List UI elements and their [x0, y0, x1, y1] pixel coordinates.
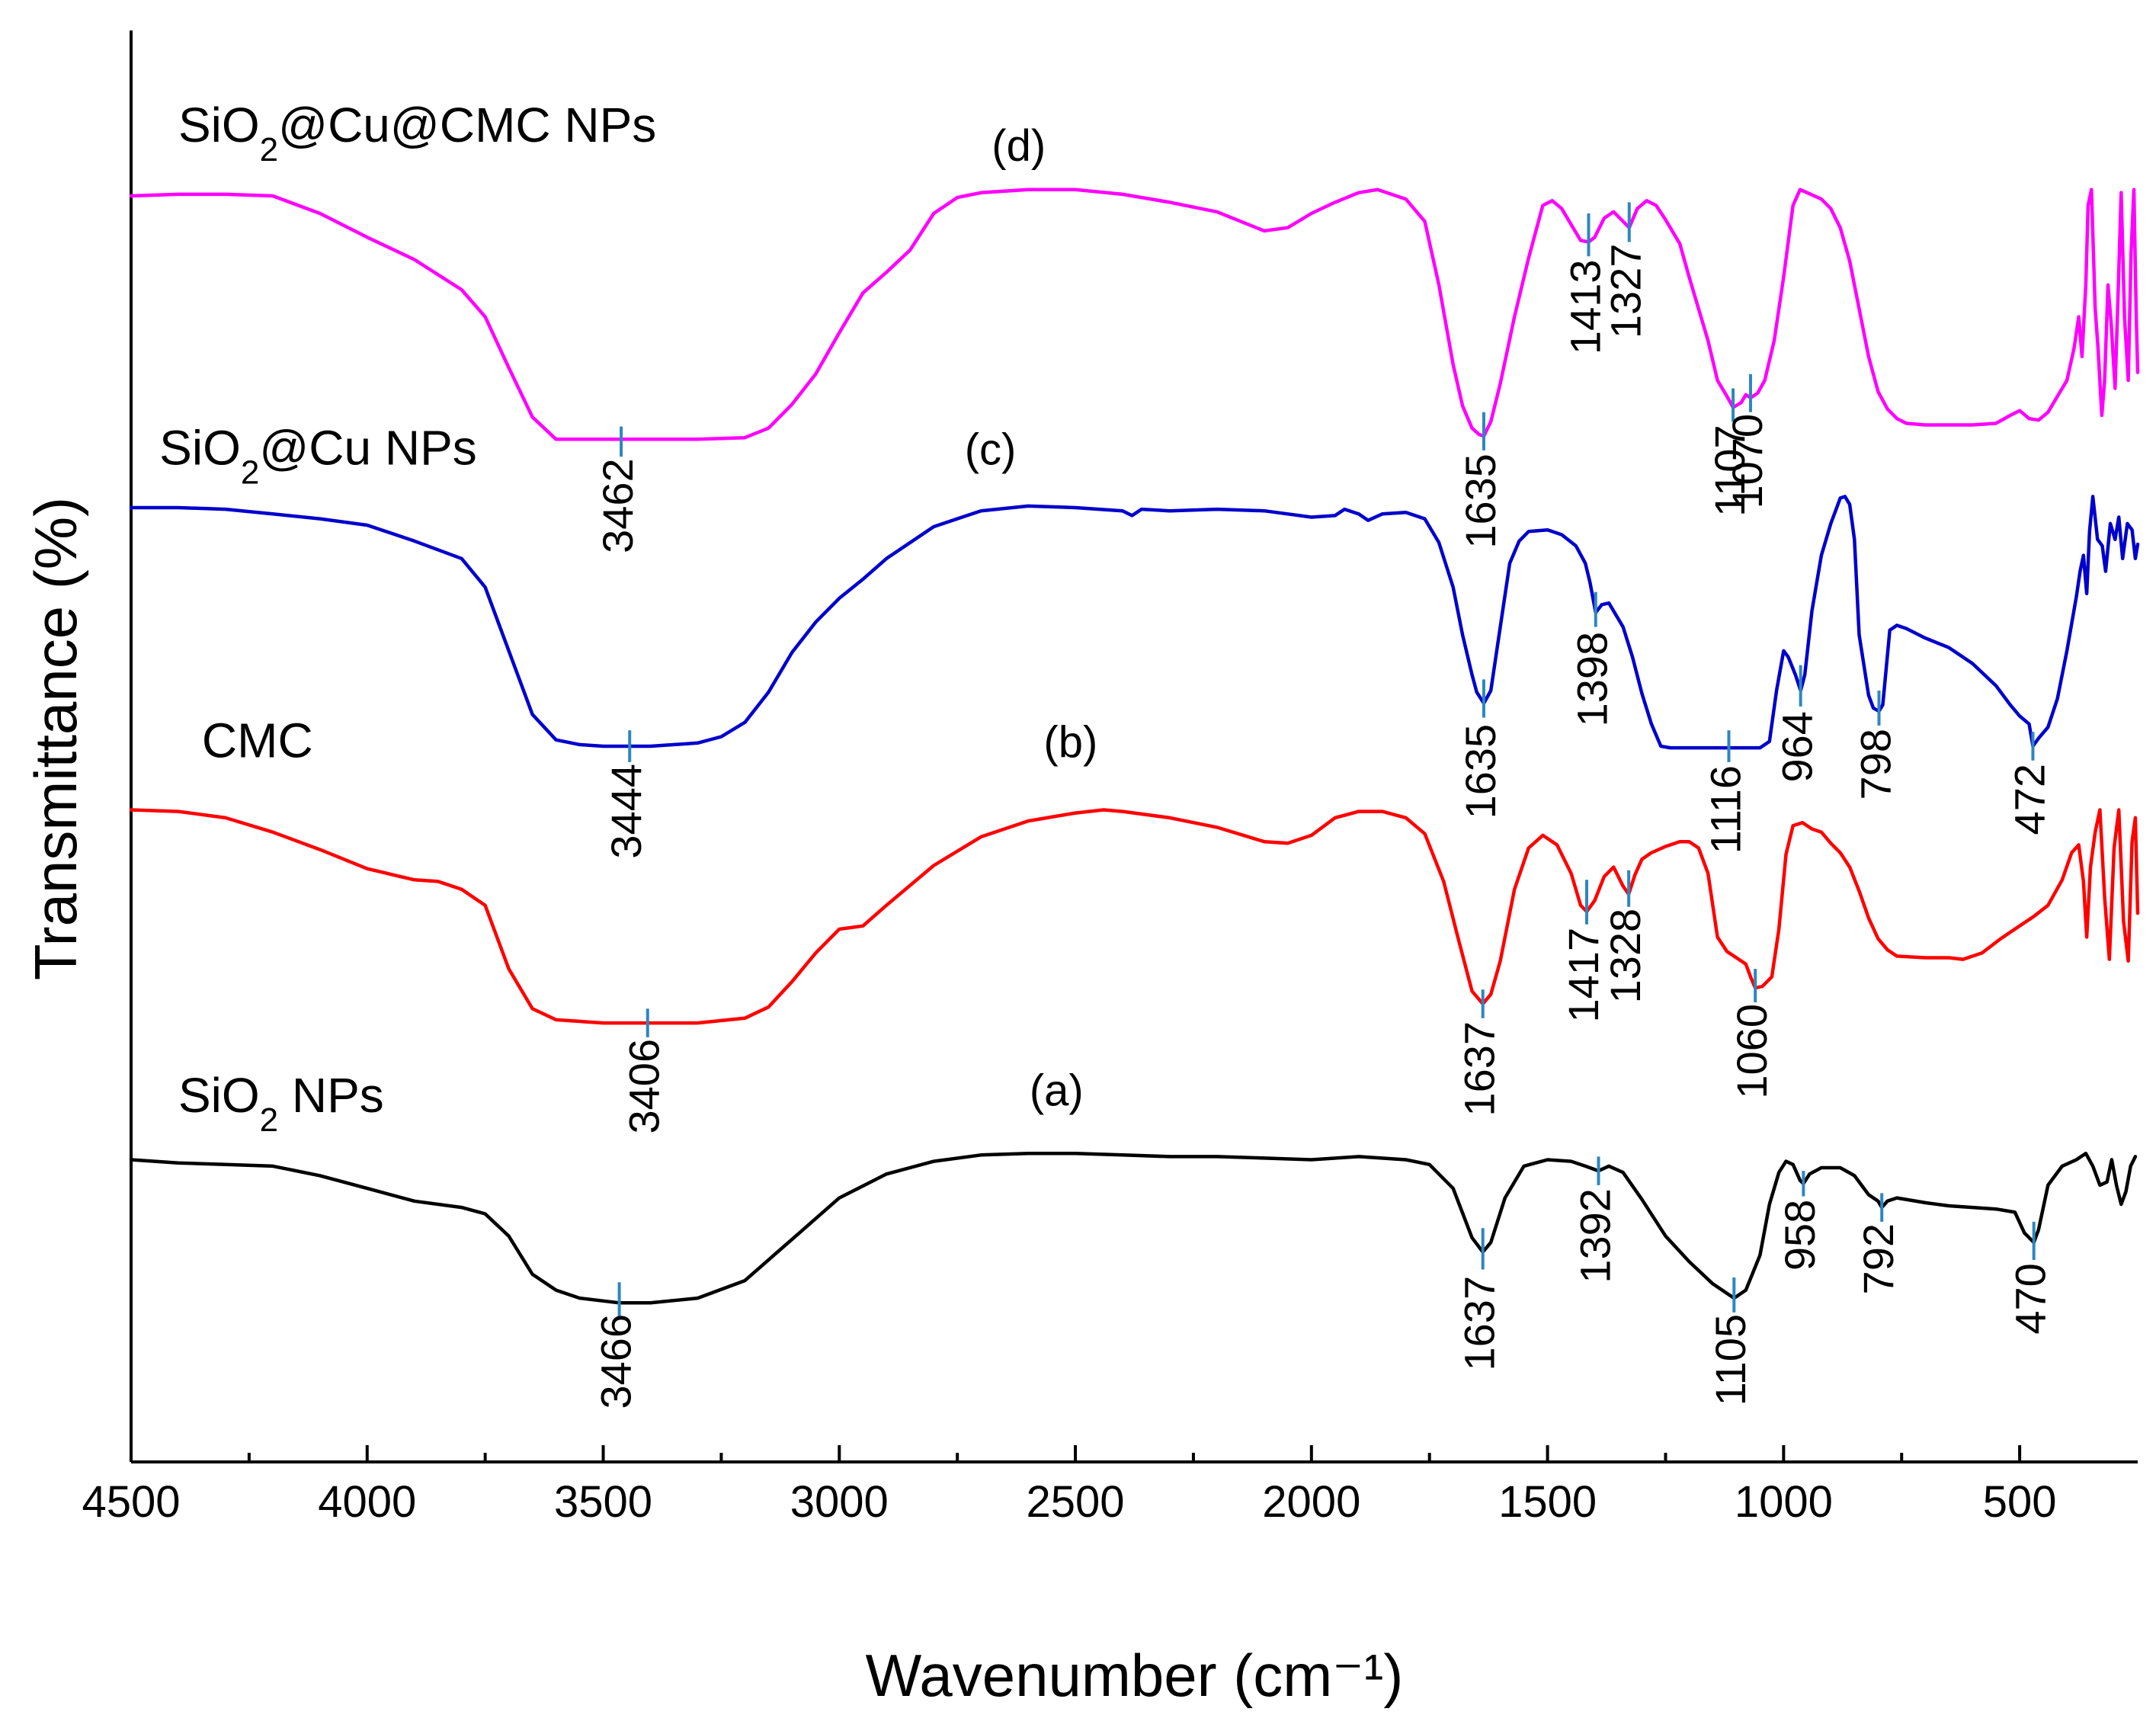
peak-label: 3406: [620, 1039, 668, 1134]
series-line-d: [129, 188, 2140, 441]
series-name-subscript: 2: [260, 131, 278, 168]
y-axis-title: Transmittance (%): [22, 497, 89, 980]
peak-label: 472: [2005, 764, 2053, 835]
series-name-main: CMC: [202, 713, 313, 768]
series-name-label: CMC: [202, 713, 313, 768]
x-axis-title: Wavenumber (cm⁻¹): [866, 1642, 1404, 1709]
peak-label: 792: [1854, 1223, 1902, 1294]
x-tick-label: 1000: [1735, 1477, 1833, 1527]
series-name-main: SiO: [178, 1068, 260, 1123]
peak-label: 3466: [591, 1314, 639, 1409]
series-line-b: [129, 808, 2140, 1025]
x-tick-label: 4500: [82, 1477, 180, 1527]
peak-label: 3462: [594, 458, 642, 553]
peak-label: 1116: [1701, 765, 1749, 854]
curve-tag: (d): [992, 121, 1046, 171]
peak-label: 1637: [1455, 1276, 1503, 1371]
peak-label: 470: [2006, 1263, 2054, 1334]
x-tick-label: 4000: [318, 1477, 416, 1527]
peak-label: 1637: [1455, 1021, 1503, 1117]
peak-label: 1635: [1456, 454, 1504, 549]
x-tick-label: 500: [1983, 1477, 2057, 1527]
x-tick-label: 2000: [1262, 1477, 1360, 1527]
series-name-subscript: 2: [260, 1101, 278, 1138]
peak-label: 1105: [1706, 1314, 1754, 1406]
series-name-subscript: 2: [241, 454, 259, 491]
peak-label: 1070: [1723, 414, 1771, 509]
spectra: [129, 188, 2140, 1305]
x-tick-label: 3000: [790, 1477, 889, 1527]
peak-label: 1328: [1601, 909, 1649, 1004]
peak-label: 798: [1851, 729, 1899, 800]
series-line-c: [129, 495, 2140, 750]
series-name-rest: NPs: [278, 1068, 384, 1123]
series-name-label: SiO2@Cu NPs: [159, 421, 477, 492]
peak-label: 964: [1773, 711, 1821, 782]
series-name-rest: @Cu NPs: [259, 421, 476, 476]
axes: 4500 4000 3500 3000 2500 2000 1500 1000 500: [82, 30, 2138, 1527]
series-line-a: [129, 1151, 2138, 1305]
series-name-rest: @Cu@CMC NPs: [278, 98, 656, 152]
curve-tag: (a): [1030, 1066, 1084, 1116]
peak-label: 1417: [1559, 928, 1607, 1023]
x-tick-label: 2500: [1027, 1477, 1125, 1527]
peak-label: 1635: [1456, 724, 1504, 819]
peak-label: 1392: [1571, 1188, 1619, 1284]
series-name-main: SiO: [178, 98, 260, 152]
peak-label: 1398: [1568, 632, 1616, 727]
peak-label: 1413: [1561, 260, 1609, 355]
series-labels: SiO2 NPs (a)CMC (b)SiO2@Cu NPs (c)SiO2@Cu@C…: [159, 98, 1097, 1138]
peak-label: 3444: [602, 764, 650, 859]
curve-tag: (b): [1043, 718, 1097, 768]
curve-tag: (c): [965, 425, 1017, 475]
series-name-main: SiO: [159, 421, 241, 476]
peak-label: 958: [1776, 1200, 1824, 1271]
x-tick-label: 1500: [1498, 1477, 1597, 1527]
peak-label: 1107: [1706, 425, 1754, 517]
x-tick-label: 3500: [554, 1477, 652, 1527]
peak-label: 1060: [1728, 1004, 1776, 1099]
peak-label: 1327: [1602, 244, 1650, 339]
series-name-label: SiO2 NPs: [178, 1068, 384, 1139]
series-name-label: SiO2@Cu@CMC NPs: [178, 98, 656, 168]
